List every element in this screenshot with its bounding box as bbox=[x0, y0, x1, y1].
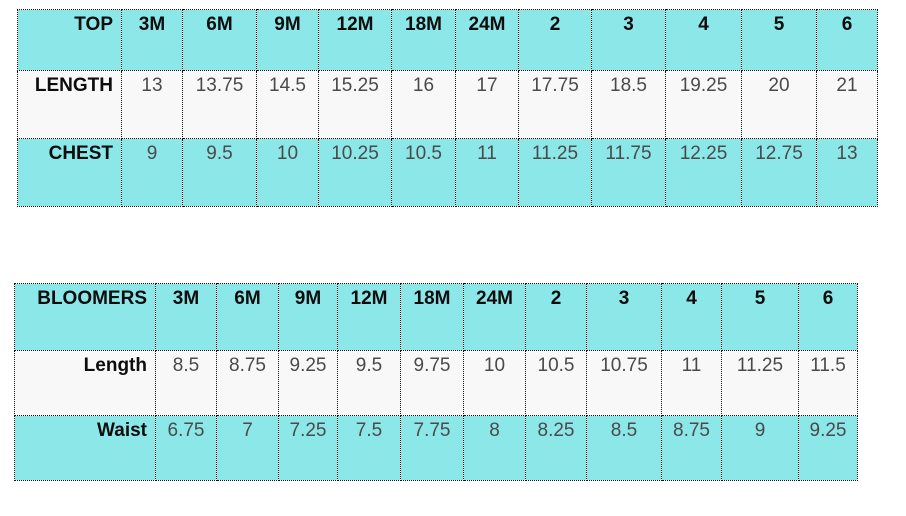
column-header-18m: 18M bbox=[391, 9, 456, 71]
column-header-12m: 12M bbox=[337, 283, 401, 351]
column-header-2: 2 bbox=[525, 283, 587, 351]
cell-waist-9m: 7.25 bbox=[278, 415, 338, 481]
cell-length-24m: 17 bbox=[455, 70, 519, 139]
column-header-3m: 3M bbox=[155, 283, 217, 351]
cell-length-5: 20 bbox=[741, 70, 817, 139]
column-header-3m: 3M bbox=[121, 9, 183, 71]
cell-chest-12m: 10.25 bbox=[318, 138, 392, 207]
cell-length-12m: 9.5 bbox=[337, 350, 401, 416]
cell-chest-4: 12.25 bbox=[665, 138, 742, 207]
row-label-length: LENGTH bbox=[17, 70, 122, 139]
column-header-5: 5 bbox=[741, 9, 817, 71]
table-row: Length 8.5 8.75 9.25 9.5 9.75 10 10.5 10.75 11 11.… bbox=[14, 350, 858, 416]
cell-length-2: 10.5 bbox=[525, 350, 587, 416]
table-bloomers-head: BLOOMERS 3M 6M 9M 12M 18M 24M 2 3 4 5 6 bbox=[14, 283, 858, 351]
table-row: CHEST 9 9.5 10 10.25 10.5 11 11.25 11.75 12.25 12.… bbox=[17, 138, 878, 207]
cell-chest-5: 12.75 bbox=[741, 138, 817, 207]
cell-length-9m: 9.25 bbox=[278, 350, 338, 416]
table-top-body: LENGTH 13 13.75 14.5 15.25 16 17 17.75 18.5 19.25… bbox=[17, 70, 878, 207]
cell-length-24m: 10 bbox=[463, 350, 526, 416]
column-header-4: 4 bbox=[661, 283, 722, 351]
column-header-6m: 6M bbox=[216, 283, 279, 351]
cell-waist-2: 8.25 bbox=[525, 415, 587, 481]
table-header-row: BLOOMERS 3M 6M 9M 12M 18M 24M 2 3 4 5 6 bbox=[14, 283, 858, 351]
row-label-waist: Waist bbox=[14, 415, 156, 481]
cell-length-5: 11.25 bbox=[721, 350, 799, 416]
column-header-24m: 24M bbox=[463, 283, 526, 351]
column-header-2: 2 bbox=[518, 9, 592, 71]
cell-length-3m: 8.5 bbox=[155, 350, 217, 416]
column-header-9m: 9M bbox=[256, 9, 319, 71]
column-header-12m: 12M bbox=[318, 9, 392, 71]
table-bloomers-corner-label: BLOOMERS bbox=[14, 283, 156, 351]
table-header-row: TOP 3M 6M 9M 12M 18M 24M 2 3 4 5 6 bbox=[17, 9, 878, 71]
cell-chest-18m: 10.5 bbox=[391, 138, 456, 207]
cell-waist-6: 9.25 bbox=[798, 415, 858, 481]
cell-length-4: 11 bbox=[661, 350, 722, 416]
column-header-3: 3 bbox=[586, 283, 662, 351]
size-table-top: TOP 3M 6M 9M 12M 18M 24M 2 3 4 5 6 LENGTH 13 13.75 14… bbox=[17, 9, 878, 207]
cell-waist-4: 8.75 bbox=[661, 415, 722, 481]
column-header-9m: 9M bbox=[278, 283, 338, 351]
column-header-6: 6 bbox=[816, 9, 878, 71]
cell-chest-9m: 10 bbox=[256, 138, 319, 207]
cell-length-12m: 15.25 bbox=[318, 70, 392, 139]
row-label-chest: CHEST bbox=[17, 138, 122, 207]
cell-chest-6m: 9.5 bbox=[182, 138, 257, 207]
cell-chest-6: 13 bbox=[816, 138, 878, 207]
cell-length-9m: 14.5 bbox=[256, 70, 319, 139]
cell-length-6m: 13.75 bbox=[182, 70, 257, 139]
cell-waist-3m: 6.75 bbox=[155, 415, 217, 481]
column-header-3: 3 bbox=[591, 9, 666, 71]
cell-length-18m: 9.75 bbox=[400, 350, 464, 416]
column-header-6: 6 bbox=[798, 283, 858, 351]
column-header-18m: 18M bbox=[400, 283, 464, 351]
row-label-length: Length bbox=[14, 350, 156, 416]
cell-length-3: 18.5 bbox=[591, 70, 666, 139]
cell-length-3m: 13 bbox=[121, 70, 183, 139]
cell-waist-24m: 8 bbox=[463, 415, 526, 481]
cell-waist-5: 9 bbox=[721, 415, 799, 481]
cell-length-6m: 8.75 bbox=[216, 350, 279, 416]
cell-waist-12m: 7.5 bbox=[337, 415, 401, 481]
table-top-corner-label: TOP bbox=[17, 9, 122, 71]
cell-chest-24m: 11 bbox=[455, 138, 519, 207]
cell-chest-3m: 9 bbox=[121, 138, 183, 207]
cell-length-6: 21 bbox=[816, 70, 878, 139]
cell-chest-2: 11.25 bbox=[518, 138, 592, 207]
cell-waist-3: 8.5 bbox=[586, 415, 662, 481]
cell-waist-6m: 7 bbox=[216, 415, 279, 481]
cell-length-6: 11.5 bbox=[798, 350, 858, 416]
table-row: LENGTH 13 13.75 14.5 15.25 16 17 17.75 18.5 19.25… bbox=[17, 70, 878, 139]
table-top-head: TOP 3M 6M 9M 12M 18M 24M 2 3 4 5 6 bbox=[17, 9, 878, 71]
cell-length-3: 10.75 bbox=[586, 350, 662, 416]
cell-length-4: 19.25 bbox=[665, 70, 742, 139]
column-header-24m: 24M bbox=[455, 9, 519, 71]
cell-chest-3: 11.75 bbox=[591, 138, 666, 207]
table-row: Waist 6.75 7 7.25 7.5 7.75 8 8.25 8.5 8.75 9 9.25 bbox=[14, 415, 858, 481]
cell-length-2: 17.75 bbox=[518, 70, 592, 139]
cell-waist-18m: 7.75 bbox=[400, 415, 464, 481]
column-header-4: 4 bbox=[665, 9, 742, 71]
column-header-6m: 6M bbox=[182, 9, 257, 71]
column-header-5: 5 bbox=[721, 283, 799, 351]
size-table-bloomers: BLOOMERS 3M 6M 9M 12M 18M 24M 2 3 4 5 6 Length 8.5 8… bbox=[14, 283, 858, 481]
cell-length-18m: 16 bbox=[391, 70, 456, 139]
table-bloomers-body: Length 8.5 8.75 9.25 9.5 9.75 10 10.5 10.75 11 11.… bbox=[14, 350, 858, 481]
